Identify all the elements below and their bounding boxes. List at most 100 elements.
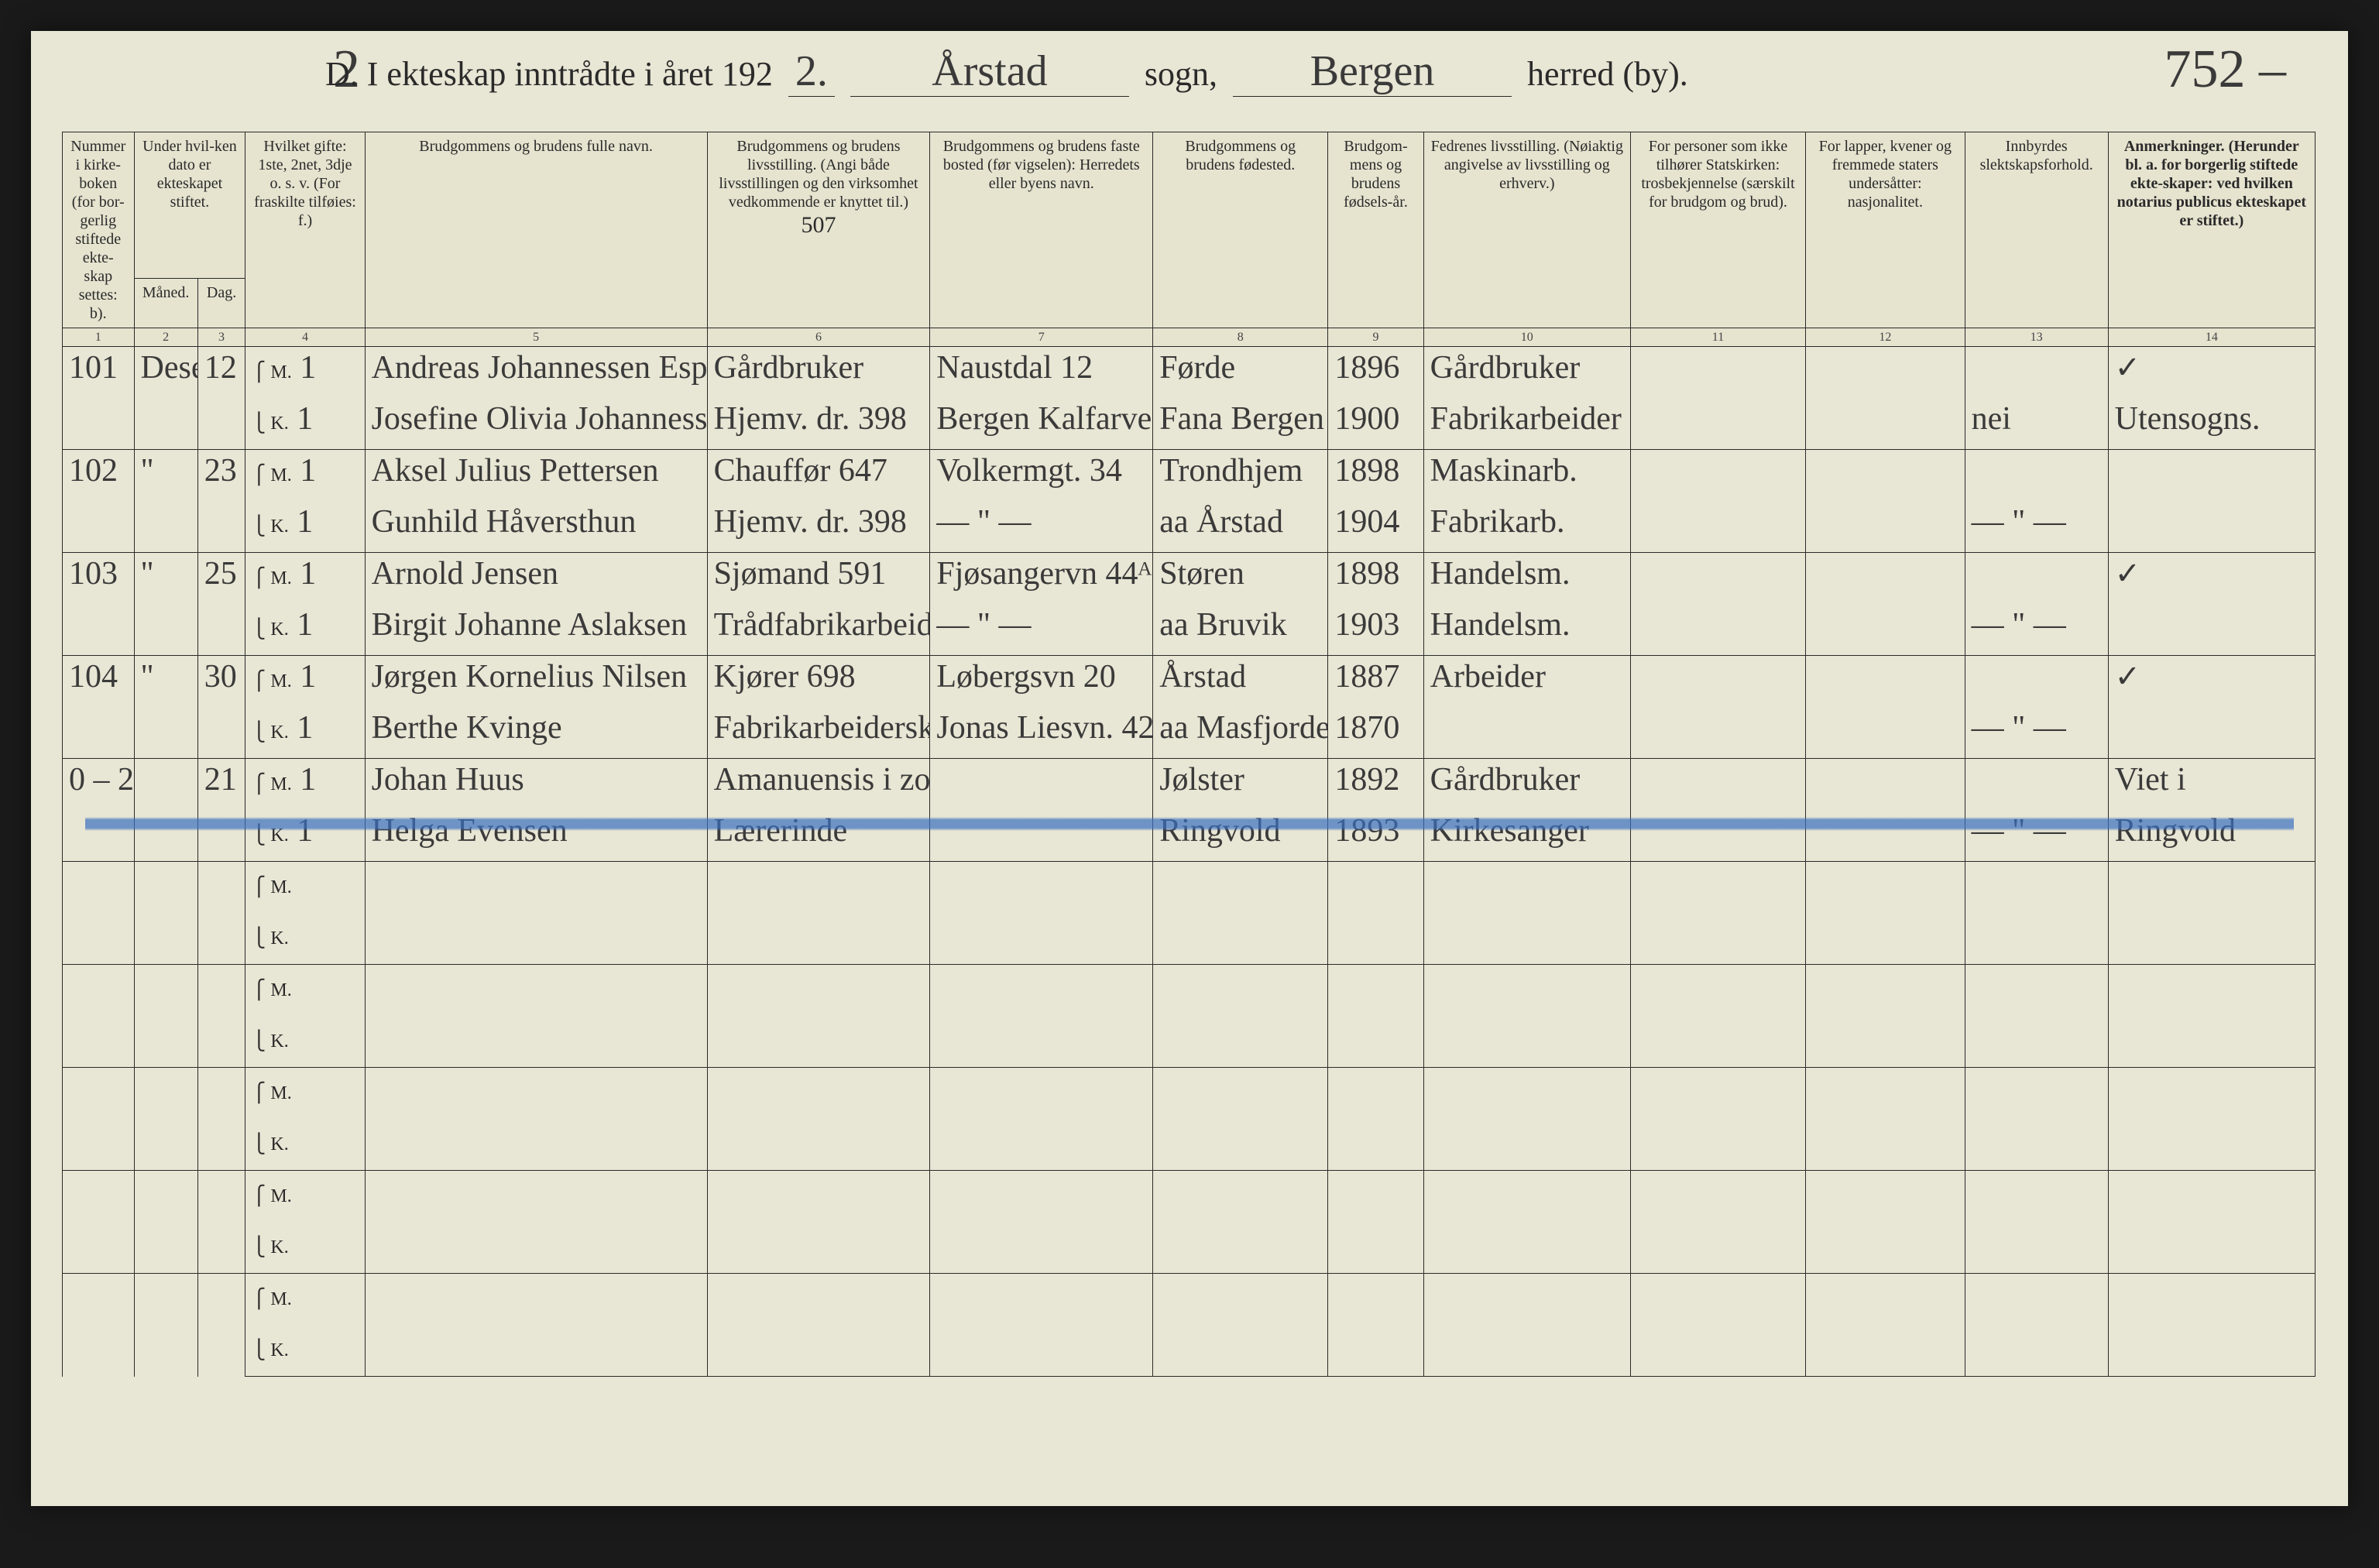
remarks: ✓	[2108, 553, 2315, 605]
marriage-order: ⎩ K.	[245, 1119, 365, 1171]
remarks	[2108, 1119, 2315, 1171]
colnum: 13	[1965, 328, 2108, 347]
father-occupation: Fabrikarbeider	[1423, 398, 1630, 450]
title-prefix: D. I ekteskap inntrådte i året 192	[325, 54, 773, 94]
birth-year	[1328, 1274, 1423, 1326]
colnum: 8	[1153, 328, 1328, 347]
nationality	[1806, 1068, 1965, 1120]
marriage-order: ⎩ K. 1	[245, 501, 365, 553]
table-row: ⎩ K.	[63, 1222, 2315, 1274]
colnum: 14	[2108, 328, 2315, 347]
confession	[1630, 707, 1805, 759]
full-name: Arnold Jensen	[365, 553, 707, 605]
day: 25	[197, 553, 245, 656]
birthplace: Jølster	[1153, 759, 1328, 811]
marriage-order: ⎧ M. 1	[245, 553, 365, 605]
confession	[1630, 1119, 1805, 1171]
birthplace: Støren	[1153, 553, 1328, 605]
confession	[1630, 656, 1805, 708]
birthplace	[1153, 1171, 1328, 1223]
father-occupation	[1423, 1068, 1630, 1120]
hdr-c7: Brudgommens og brudens faste bosted (før…	[930, 132, 1153, 328]
full-name	[365, 1016, 707, 1068]
residence	[930, 965, 1153, 1017]
kinship	[1965, 1222, 2108, 1274]
birth-year: 1904	[1328, 501, 1423, 553]
confession	[1630, 398, 1805, 450]
occupation	[707, 1119, 930, 1171]
nationality	[1806, 553, 1965, 605]
marriage-order: ⎩ K. 1	[245, 707, 365, 759]
kinship	[1965, 1325, 2108, 1377]
hdr-c12: For lapper, kvener og fremmede staters u…	[1806, 132, 1965, 328]
hdr-c6: Brudgommens og brudens livsstilling. (An…	[707, 132, 930, 328]
nationality	[1806, 1171, 1965, 1223]
residence: Jonas Liesvn. 42	[930, 707, 1153, 759]
birthplace: Årstad	[1153, 656, 1328, 708]
marriage-order: ⎧ M. 1	[245, 656, 365, 708]
kinship	[1965, 450, 2108, 502]
birth-year	[1328, 913, 1423, 965]
remarks	[2108, 1222, 2315, 1274]
remarks	[2108, 707, 2315, 759]
kinship: — " —	[1965, 707, 2108, 759]
remarks: ✓	[2108, 347, 2315, 399]
record-number: 103	[63, 553, 135, 656]
birth-year: 1887	[1328, 656, 1423, 708]
hdr-c6-text: Brudgommens og brudens livsstilling. (An…	[719, 138, 918, 211]
remarks	[2108, 604, 2315, 656]
table-row: 104"30⎧ M. 1Jørgen Kornelius NilsenKjøre…	[63, 656, 2315, 708]
nationality	[1806, 450, 1965, 502]
remarks: ✓	[2108, 656, 2315, 708]
hdr-c2: Måned.	[134, 278, 197, 328]
hdr-c4: Hvilket gifte: 1ste, 2net, 3dje o. s. v.…	[245, 132, 365, 328]
kinship	[1965, 1016, 2108, 1068]
father-occupation: Handelsm.	[1423, 604, 1630, 656]
hdr-c10: Fedrenes livsstilling. (Nøiaktig angivel…	[1423, 132, 1630, 328]
birth-year	[1328, 1016, 1423, 1068]
marriage-order: ⎧ M. 1	[245, 759, 365, 811]
father-occupation: Fabrikarb.	[1423, 501, 1630, 553]
residence	[930, 1068, 1153, 1120]
table-header: Nummer i kirke-boken (for bor-gerlig sti…	[63, 132, 2315, 347]
hdr-c14-text: Anmerkninger. (Herunder bl. a. for borge…	[2117, 138, 2307, 229]
nationality	[1806, 1016, 1965, 1068]
nationality	[1806, 398, 1965, 450]
kinship	[1965, 656, 2108, 708]
full-name: Birgit Johanne Aslaksen	[365, 604, 707, 656]
table-body: 101Desemb.12⎧ M. 1Andreas Johannessen Es…	[63, 347, 2315, 1377]
birthplace	[1153, 1016, 1328, 1068]
table-row: ⎧ M.	[63, 1068, 2315, 1120]
table-row: 102"23⎧ M. 1Aksel Julius PettersenChauff…	[63, 450, 2315, 502]
record-number: 101	[63, 347, 135, 450]
full-name	[365, 1171, 707, 1223]
remarks	[2108, 1171, 2315, 1223]
table-row: ⎩ K. 1Helga EvensenLærerindeRingvold1893…	[63, 810, 2315, 862]
occupation: Lærerinde	[707, 810, 930, 862]
kinship	[1965, 1171, 2108, 1223]
occupation: Hjemv. dr. 398	[707, 398, 930, 450]
table-row: ⎩ K.	[63, 1119, 2315, 1171]
colnum: 7	[930, 328, 1153, 347]
birthplace	[1153, 1274, 1328, 1326]
record-number	[63, 1171, 135, 1274]
birthplace	[1153, 1222, 1328, 1274]
colnum: 9	[1328, 328, 1423, 347]
occupation	[707, 1222, 930, 1274]
remarks	[2108, 862, 2315, 914]
birth-year: 1903	[1328, 604, 1423, 656]
birth-year: 1900	[1328, 398, 1423, 450]
table-row: ⎧ M.	[63, 862, 2315, 914]
colnum: 12	[1806, 328, 1965, 347]
birthplace	[1153, 1119, 1328, 1171]
day	[197, 1274, 245, 1377]
table-row: ⎩ K. 1Josefine Olivia JohannessenHjemv. …	[63, 398, 2315, 450]
table-row: ⎩ K. 1Berthe KvingeFabrikarbeiderske (He…	[63, 707, 2315, 759]
month: Desemb.	[134, 347, 197, 450]
father-occupation	[1423, 965, 1630, 1017]
hdr-c13: Innbyrdes slektskapsforhold.	[1965, 132, 2108, 328]
colnum: 6	[707, 328, 930, 347]
title-herred-value: Bergen	[1233, 46, 1512, 97]
nationality	[1806, 604, 1965, 656]
birthplace: Trondhjem	[1153, 450, 1328, 502]
